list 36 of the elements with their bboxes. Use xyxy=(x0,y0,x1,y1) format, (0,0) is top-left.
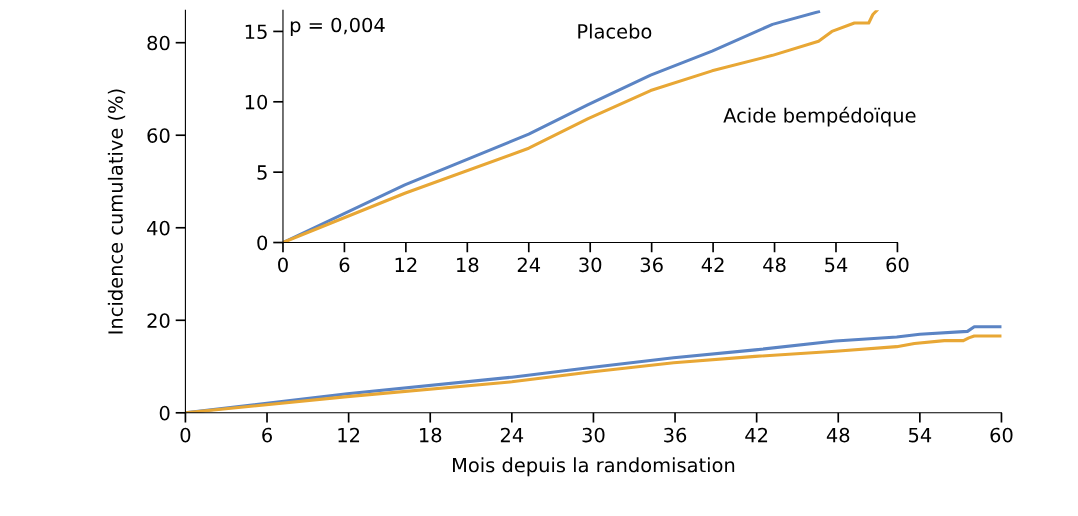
y-tick-label: 0 xyxy=(257,235,268,251)
x-tick-label: 48 xyxy=(763,257,786,273)
x-tick-label: 42 xyxy=(745,427,768,443)
x-tick-label: 36 xyxy=(664,427,687,443)
y-tick-label: 20 xyxy=(147,313,170,328)
y-tick-label: 80 xyxy=(147,35,170,51)
y-tick-label: 0 xyxy=(159,405,170,421)
x-axis-title: Mois depuis la randomisation xyxy=(453,457,735,477)
series-label: Placebo xyxy=(578,23,652,39)
x-tick-label: 42 xyxy=(701,257,724,272)
x-tick-label: 36 xyxy=(640,257,663,273)
x-tick-label: 24 xyxy=(500,427,524,443)
x-tick-label: 6 xyxy=(339,257,350,273)
x-tick-label: 24 xyxy=(517,257,541,272)
y-tick-label: 60 xyxy=(147,128,170,143)
x-tick-label: 54 xyxy=(825,257,848,273)
x-tick-label: 30 xyxy=(579,257,602,273)
x-tick-label: 60 xyxy=(886,257,909,273)
x-tick-label: 12 xyxy=(395,257,417,272)
x-tick-label: 60 xyxy=(990,427,1013,443)
x-tick-label: 18 xyxy=(457,257,479,273)
x-tick-label: 54 xyxy=(908,427,932,443)
x-tick-label: 0 xyxy=(278,257,288,273)
y-tick-label: 15 xyxy=(245,24,267,40)
x-tick-label: 6 xyxy=(262,427,272,443)
y-tick-label: 40 xyxy=(147,220,170,236)
x-tick-label: 30 xyxy=(582,427,605,443)
x-tick-label: 12 xyxy=(338,427,360,443)
y-tick-label: 5 xyxy=(257,165,267,180)
x-tick-label: 18 xyxy=(419,427,442,443)
series-label: Acide bempédoïque xyxy=(723,106,916,127)
annotation: p = 0,004 xyxy=(290,17,385,37)
x-tick-label: 48 xyxy=(826,427,850,443)
y-axis-title: Incidence cumulative (%) xyxy=(107,89,126,334)
y-tick-label: 10 xyxy=(245,94,268,110)
x-tick-label: 0 xyxy=(180,427,191,443)
